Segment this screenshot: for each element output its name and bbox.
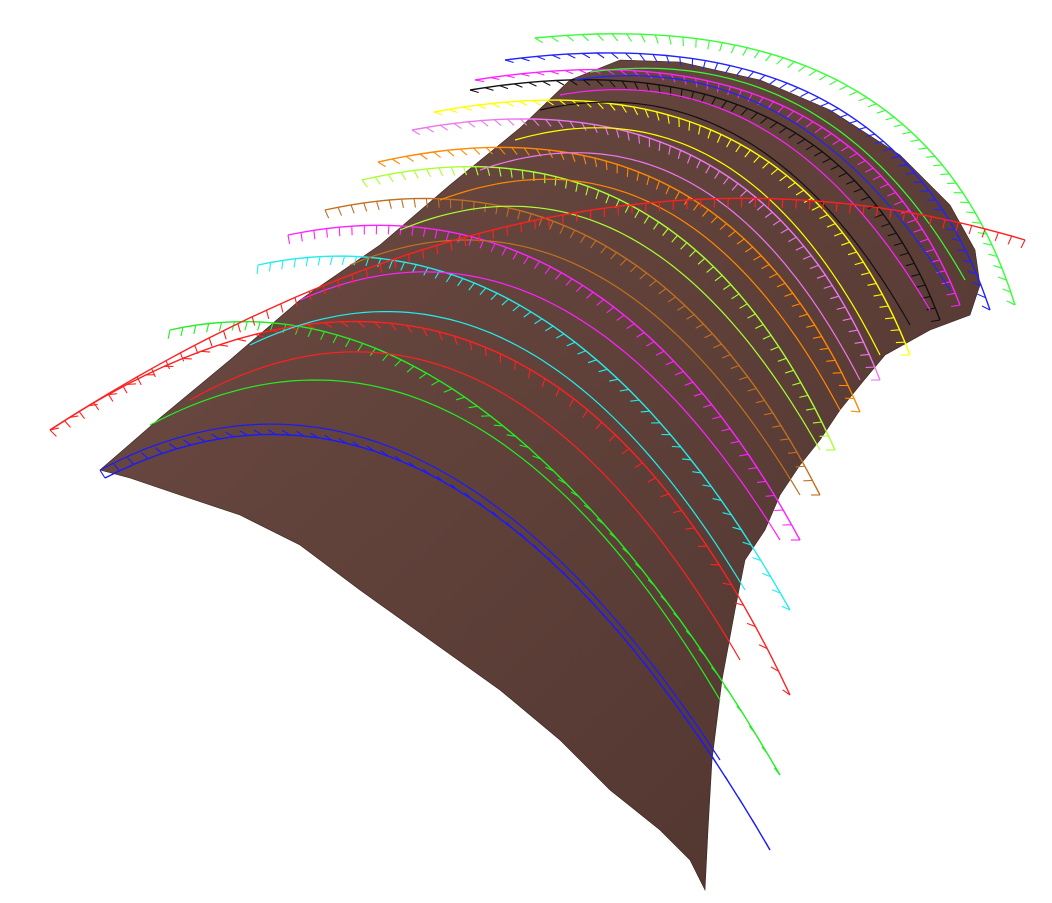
surface-curve-6 [349,239,801,496]
comb-plot-3 [49,320,791,696]
surface-curve-3 [189,351,741,661]
surface-curve-7 [399,205,821,451]
surface-curve-11 [539,101,911,326]
surface-curve-2 [149,379,721,701]
surface-curve-10 [514,127,881,356]
comb-plot-8 [377,146,861,413]
surface-curve-12 [559,89,931,311]
comb-plot-2 [167,320,781,776]
comb-plot-5 [287,224,801,541]
cross-comb-plot [49,197,1026,437]
comb-plot-12 [474,68,961,308]
comb-plot-4 [256,255,791,611]
comb-plot-6 [324,197,821,496]
surface-curve-9 [479,152,861,381]
comb-plot-11 [469,78,941,323]
comb-plot-14 [534,33,1016,306]
surface-curve-13 [574,75,951,291]
surface-curve-14 [589,67,966,281]
surface-curve-4 [249,311,746,591]
surface-curve-5 [299,271,781,541]
surface-curve-1 [99,423,721,761]
comb-plot-7 [361,165,836,451]
comb-plot-1 [99,429,771,851]
scanned-surface [99,59,981,892]
comb-plot-10 [433,99,911,356]
